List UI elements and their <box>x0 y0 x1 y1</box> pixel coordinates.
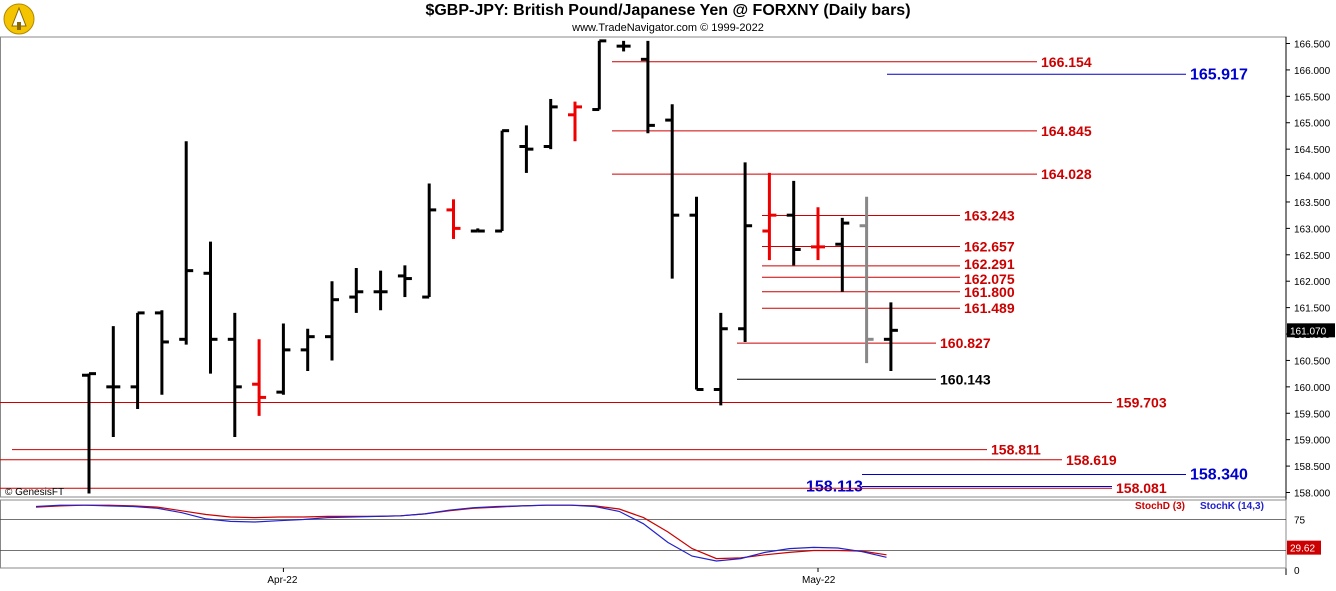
stoch-value-box <box>1287 540 1321 555</box>
price-panel-frame <box>0 36 1287 498</box>
ohlc-bar <box>300 328 315 372</box>
ohlc-bar <box>859 196 874 364</box>
y-tick-label: 159.500 <box>1294 409 1331 420</box>
ohlc-bar <box>762 172 777 261</box>
ohlc-bar <box>665 104 680 279</box>
level-label: 160.143 <box>940 371 991 387</box>
ohlc-bar <box>154 310 169 395</box>
level-label: 158.811 <box>991 442 1041 458</box>
ohlc-bar <box>179 141 194 345</box>
x-tick-label: Apr-22 <box>267 575 297 586</box>
y-tick-label: 160.500 <box>1294 356 1331 367</box>
level-label: 158.113 <box>806 479 863 496</box>
ohlc-bar <box>397 265 412 298</box>
chart-subtitle: www.TradeNavigator.com © 1999-2022 <box>572 22 764 34</box>
ohlc-bar <box>106 326 121 438</box>
level-label: 163.243 <box>964 208 1015 224</box>
y-tick-label: 160.000 <box>1294 383 1331 394</box>
x-tick-label: May-22 <box>802 575 836 586</box>
y-tick-label: 165.000 <box>1294 119 1331 130</box>
ohlc-bar <box>373 270 388 311</box>
stoch-value-label: 29.62 <box>1290 544 1315 555</box>
level-label: 160.827 <box>940 335 991 351</box>
stoch-tick-label: 0 <box>1294 566 1300 577</box>
ohlc-bar <box>640 40 655 134</box>
level-label: 165.917 <box>1190 66 1248 83</box>
y-tick-label: 161.500 <box>1294 304 1331 315</box>
y-tick-label: 162.000 <box>1294 277 1331 288</box>
stochk-legend: StochK (14,3) <box>1200 501 1264 512</box>
ohlc-bar <box>592 39 607 112</box>
level-label: 162.075 <box>964 271 1015 287</box>
y-tick-label: 166.500 <box>1294 40 1331 51</box>
level-label: 159.703 <box>1116 395 1167 411</box>
y-tick-label: 165.500 <box>1294 92 1331 103</box>
ohlc-bar <box>786 180 801 266</box>
ohlc-bar <box>713 312 728 406</box>
ohlc-bar <box>568 101 582 142</box>
ohlc-bar <box>349 268 364 313</box>
y-tick-label: 163.000 <box>1294 224 1331 235</box>
stochd-legend: StochD (3) <box>1135 501 1185 512</box>
level-label: 158.081 <box>1116 480 1167 496</box>
ohlc-bar <box>543 98 558 150</box>
y-tick-label: 158.500 <box>1294 462 1331 473</box>
y-tick-label: 163.500 <box>1294 198 1331 209</box>
ohlc-bar <box>689 196 704 391</box>
ohlc-bar <box>519 125 534 173</box>
stoch-tick-label: 75 <box>1294 516 1306 527</box>
price-axis: 158.000 158.500 159.000 159.500 160.000 160.5… <box>1286 40 1335 500</box>
ohlc-bar <box>82 372 96 494</box>
level-label: 162.657 <box>964 239 1015 255</box>
level-label: 158.619 <box>1066 452 1117 468</box>
ohlc-bar <box>616 40 631 52</box>
ohlc-bar <box>325 281 339 361</box>
ohlc-bar <box>835 217 850 292</box>
level-label: 164.028 <box>1041 166 1092 182</box>
ohlc-bars <box>82 39 898 494</box>
ohlc-bar <box>446 199 461 239</box>
level-label: 161.800 <box>964 284 1015 300</box>
y-tick-label: 166.000 <box>1294 66 1331 77</box>
level-label: 161.489 <box>964 300 1015 316</box>
level-label: 164.845 <box>1041 123 1092 139</box>
ohlc-bar <box>422 183 437 299</box>
ohlc-bar <box>227 312 242 438</box>
trade-navigator-logo-icon <box>2 2 36 36</box>
ohlc-bar <box>252 339 267 416</box>
ohlc-bar <box>811 207 825 261</box>
last-price-label: 161.070 <box>1290 326 1327 337</box>
date-axis: Apr-22 May-22 <box>267 568 836 586</box>
y-tick-label: 164.500 <box>1294 145 1331 156</box>
ohlc-bar <box>130 311 145 410</box>
stochastic-frame <box>0 499 1287 569</box>
ohlc-bar <box>738 162 753 342</box>
y-tick-label: 159.000 <box>1294 436 1331 447</box>
y-tick-label: 164.000 <box>1294 172 1331 183</box>
genesis-watermark: © GenesisFT <box>5 487 64 498</box>
ohlc-bar <box>470 228 485 233</box>
level-label: 166.154 <box>1041 54 1092 70</box>
stochk-line <box>35 504 887 562</box>
ohlc-bar <box>276 323 291 395</box>
chart-title: $GBP-JPY: British Pound/Japanese Yen @ F… <box>425 2 911 19</box>
ohlc-bar <box>203 241 218 374</box>
y-tick-label: 162.500 <box>1294 251 1331 262</box>
level-label: 162.291 <box>964 256 1015 272</box>
ohlc-bar <box>883 302 898 372</box>
last-price-box <box>1287 323 1335 338</box>
support-resistance-levels: 166.154 165.917 164.845 164.028 163.243 162.6… <box>0 54 1248 496</box>
price-panel <box>0 36 1287 575</box>
level-label: 158.340 <box>1190 467 1248 484</box>
y-tick-label: 158.000 <box>1294 489 1331 500</box>
ohlc-bar <box>495 129 510 233</box>
